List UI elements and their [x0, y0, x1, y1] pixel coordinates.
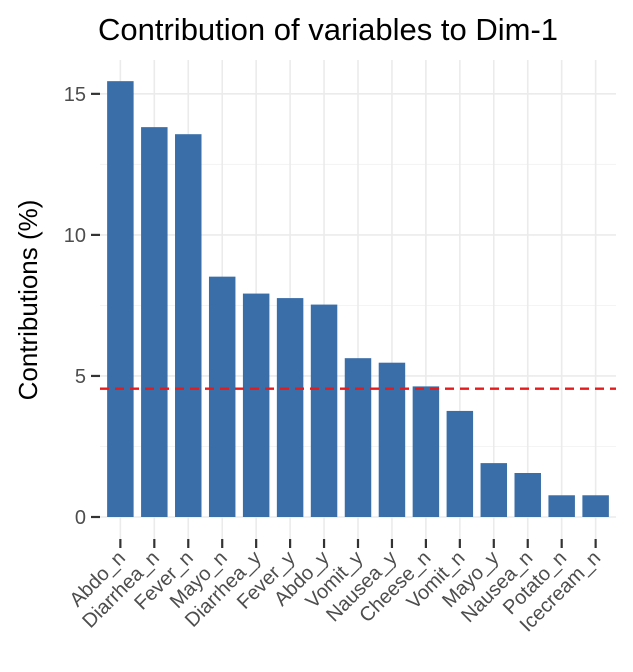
bar-abdo-y [310, 304, 338, 517]
chart-title: Contribution of variables to Dim-1 [98, 12, 558, 47]
bar-vomit-y [344, 358, 372, 517]
x-axis: Abdo_nDiarrhea_nFever_nMayo_nDiarrhea_yF… [66, 539, 605, 636]
bar-diarrhea-n [141, 127, 168, 517]
bar-nausea-n [514, 472, 541, 517]
bar-fever-n [175, 134, 202, 517]
bars [107, 81, 609, 517]
bar-abdo-n [107, 81, 134, 517]
bar-fever-y [276, 298, 304, 517]
y-tick-label: 10 [64, 225, 86, 247]
y-tick-label: 5 [75, 366, 86, 388]
bar-icecream-n [582, 495, 609, 517]
y-axis-label: Contributions (%) [13, 200, 43, 401]
y-tick-label: 15 [64, 84, 86, 106]
bar-cheese-n [412, 386, 440, 517]
bar-nausea-y [378, 362, 406, 517]
bar-diarrhea-y [242, 293, 270, 517]
bar-mayo-y [480, 463, 508, 517]
y-axis: 0 5 10 15 [64, 84, 100, 529]
bar-mayo-n [208, 276, 236, 517]
bar-potato-n [548, 495, 575, 517]
bar-vomit-n [446, 410, 474, 517]
y-tick-label: 0 [75, 507, 86, 529]
